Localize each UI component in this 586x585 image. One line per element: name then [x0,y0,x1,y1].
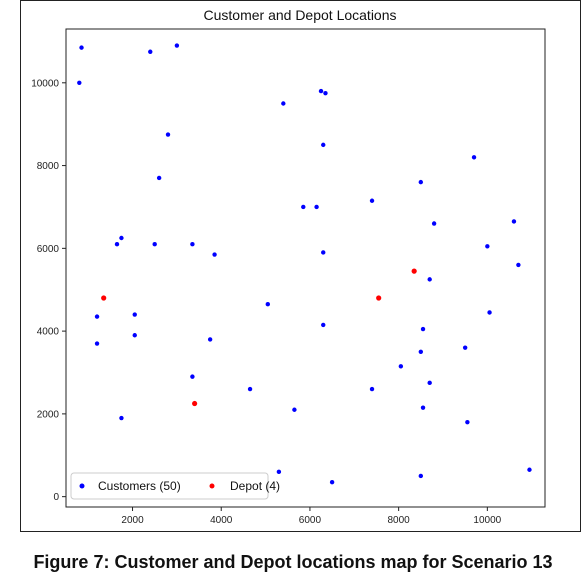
chart-title: Customer and Depot Locations [204,7,397,23]
customer-point [314,204,319,210]
depot-point [411,268,417,274]
customer-point [190,242,195,247]
customer-point [516,262,521,268]
customer-point [119,235,124,241]
customer-point [79,45,84,50]
customer-point [318,88,324,94]
x-axis: 2000 4000 6000 8000 10000 [121,507,502,526]
customer-point [329,479,335,485]
y-tick-label: 10000 [31,78,59,89]
customer-point [292,407,297,412]
customer-point [398,364,404,369]
customer-point [265,302,271,307]
legend-box [70,472,269,500]
customer-point [132,333,137,338]
x-tick-label: 4000 [210,515,233,526]
y-tick-label: 2000 [37,409,60,420]
customer-point [511,219,517,224]
scatter-chart: Customer and Depot Locations 2000 4000 600… [31,7,546,526]
y-axis: 0 2000 4000 6000 8000 10000 [31,78,66,503]
customer-point [77,80,82,86]
customer-point [132,312,137,317]
customer-point [152,242,157,247]
legend-label-customers: Customers (50) [98,479,181,493]
customer-point [427,380,432,386]
customer-point [321,322,326,328]
customer-point [276,469,282,475]
customer-point [247,386,253,392]
legend: Customers (50) Depot (4) [70,472,280,500]
customer-point [471,155,477,160]
x-tick-label: 6000 [299,515,322,526]
customer-point [321,142,326,148]
x-tick-label: 8000 [388,515,411,526]
points-layer [77,43,532,485]
customer-point [156,175,162,181]
customer-point [418,349,424,355]
customer-point [420,405,426,410]
figure-caption: Figure 7: Customer and Depot locations m… [33,552,553,572]
customer-point [148,49,153,54]
depot-point [101,295,107,301]
legend-marker-depot [209,483,215,489]
x-tick-label: 2000 [121,515,144,526]
customer-point [321,250,326,255]
customer-point [487,310,492,315]
customer-point [420,326,426,332]
customer-point [462,345,468,350]
customer-point [369,198,375,203]
customer-point [165,132,171,137]
y-tick-label: 8000 [37,161,60,172]
customer-point [418,179,424,185]
customer-point [119,415,124,421]
x-tick-label: 10000 [473,515,501,526]
customer-point [527,467,532,472]
customer-point [281,101,286,106]
customer-point [212,252,217,257]
customer-point [94,314,100,319]
depot-point [376,295,382,301]
plot-area [65,28,546,508]
depot-point [192,400,198,407]
customer-point [427,277,432,282]
legend-marker-customers [79,483,85,489]
customer-point [431,221,437,226]
customer-point [94,341,100,346]
y-tick-label: 4000 [37,327,60,338]
customer-point [174,43,180,48]
customer-point [418,473,424,479]
customer-point [485,244,490,249]
y-tick-label: 6000 [37,244,60,255]
customer-point [369,386,375,392]
customer-point [114,242,120,247]
y-tick-label: 0 [53,492,59,503]
customer-point [323,90,328,96]
customer-point [301,204,306,210]
figure-frame [20,0,581,532]
legend-label-depot: Depot (4) [230,479,280,493]
customer-point [207,337,213,342]
customer-point [465,419,470,425]
customer-point [190,374,195,379]
